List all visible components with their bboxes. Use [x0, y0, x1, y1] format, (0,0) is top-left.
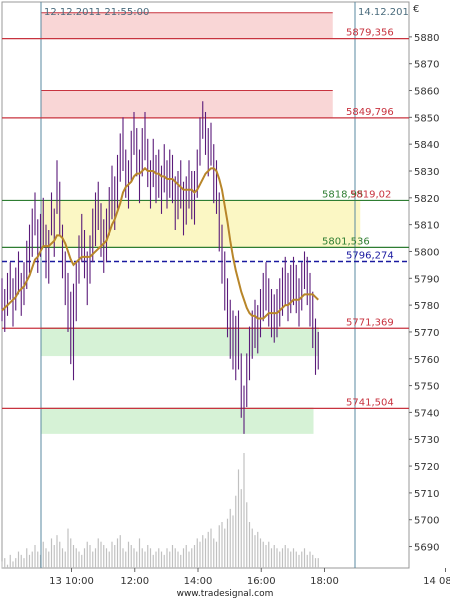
y-tick-label: 5780	[414, 301, 439, 312]
y-tick-label: 5740	[414, 408, 439, 419]
y-tick-label: 5770	[414, 328, 439, 339]
zone-red-upper	[41, 12, 333, 39]
x-axis: 13 10:00 12:00 14:00 16:00 18:00 14 08:00	[49, 568, 450, 587]
zone-red-lower	[41, 90, 333, 118]
session-lines	[40, 2, 356, 568]
level-label: 5741,504	[346, 397, 394, 408]
y-tick-label: 5790	[414, 274, 439, 285]
level-label: 5771,369	[346, 317, 394, 328]
y-axis: 5690 5700 5710 5720 5730 5740 5750 5760 5770 5780…	[409, 33, 439, 554]
y-tick-label: 5830	[414, 167, 439, 178]
zone-green-lower	[41, 408, 314, 434]
header-start-label: 12.12.2011 21:55:00	[44, 7, 149, 18]
currency-label: €	[413, 4, 419, 15]
header-end-label: 14.12.201	[358, 7, 409, 18]
moving-average-layer	[1, 166, 319, 320]
y-tick-label: 5690	[414, 543, 439, 554]
level-label: 5818,95	[322, 189, 363, 200]
y-tick-label: 5850	[414, 113, 439, 124]
y-tick-label: 5880	[414, 33, 439, 44]
y-tick-label: 5860	[414, 87, 439, 98]
y-tick-label: 5820	[414, 194, 439, 205]
y-tick-label: 5730	[414, 435, 439, 446]
level-label: 5801,536	[322, 236, 370, 247]
x-tick-label: 16:00	[247, 576, 276, 587]
level-label: 5849,796	[346, 107, 394, 118]
x-tick-label: 13 10:00	[49, 576, 94, 587]
y-tick-label: 5800	[414, 247, 439, 258]
plot-area	[1, 1, 410, 569]
level-label: 5879,356	[346, 28, 394, 39]
x-tick-label: 12:00	[120, 576, 149, 587]
y-tick-label: 5870	[414, 60, 439, 71]
level-label: 5819,02	[350, 189, 391, 200]
y-tick-label: 5710	[414, 489, 439, 500]
y-tick-label: 5840	[414, 140, 439, 151]
y-tick-label: 5700	[414, 516, 439, 527]
y-tick-label: 5720	[414, 462, 439, 473]
level-label: 5796,274	[346, 250, 394, 261]
y-tick-label: 5750	[414, 382, 439, 393]
volume-layer	[1, 453, 319, 568]
watermark: www.tradesignal.com	[177, 589, 274, 599]
y-tick-label: 5760	[414, 355, 439, 366]
x-tick-label: 14 08:00	[423, 576, 450, 587]
x-tick-label: 14:00	[184, 576, 213, 587]
x-tick-label: 18:00	[310, 576, 339, 587]
zone-yellow	[41, 200, 361, 248]
moving-average-line	[1, 166, 319, 320]
y-tick-label: 5810	[414, 221, 439, 232]
zone-green-upper	[41, 328, 319, 357]
